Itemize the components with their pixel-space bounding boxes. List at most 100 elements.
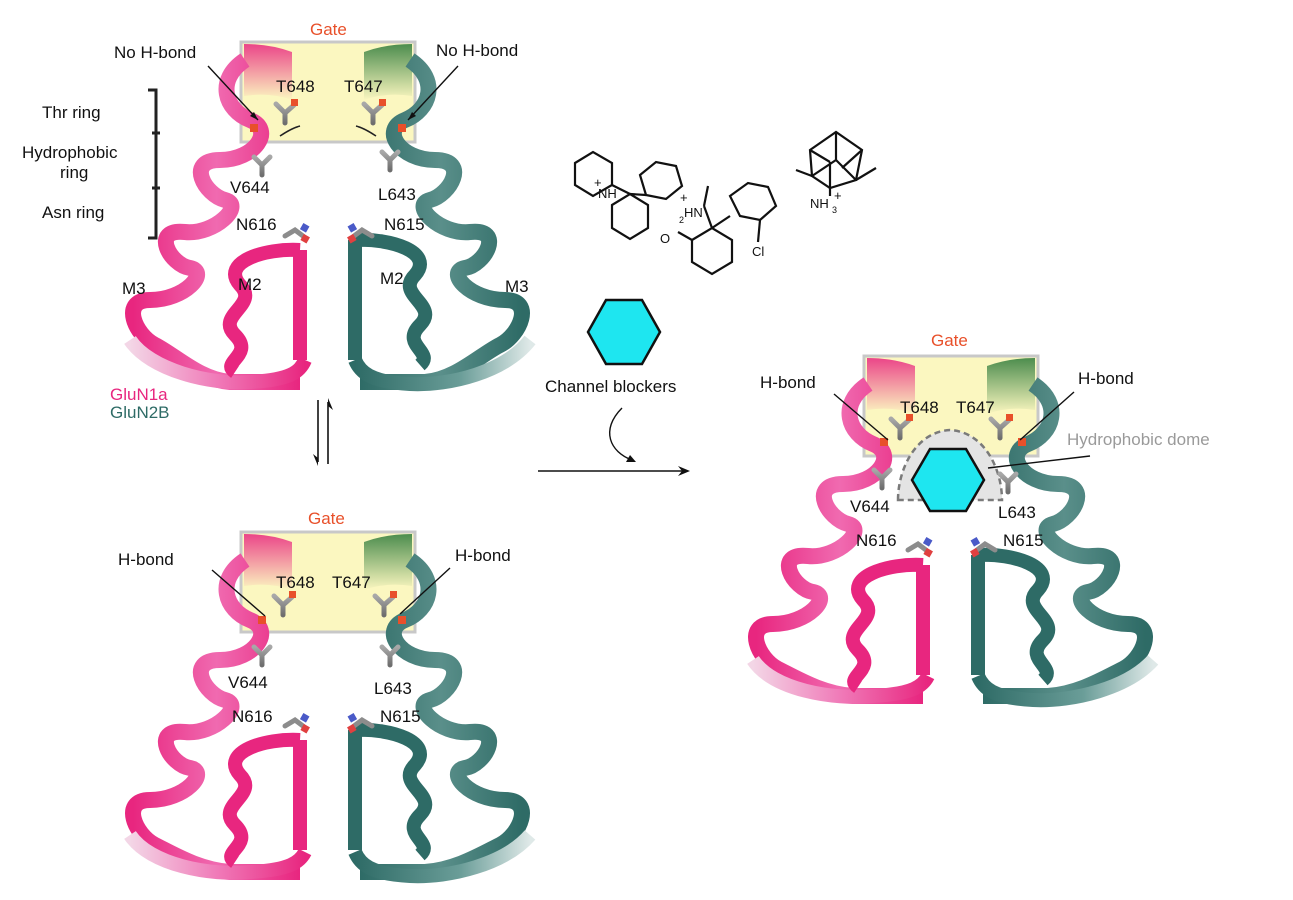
pcp-nh: NH [598,186,617,201]
m2-right-label: M2 [380,269,404,288]
hbond-left-arrow [211,569,266,617]
thr-oh-left [250,124,258,132]
ket-sub: 2 [679,215,684,225]
m3-right-label: M3 [505,277,529,296]
v644-label: V644 [228,673,268,692]
n616-residue [285,223,310,243]
hbond-right-label: H-bond [455,546,511,565]
n616-label: N616 [232,707,273,726]
t647-label: T647 [344,77,383,96]
glun1a-m2-helix [222,732,307,868]
legend-glun2b: GluN2B [110,403,170,422]
glun2b-loop [348,830,536,884]
thr-oh-right [398,124,406,132]
rotation-arrow-left [279,125,301,137]
t647-label: T647 [332,573,371,592]
m2-left-label: M2 [238,275,262,294]
glun2b-loop [348,335,536,392]
l643-residue [382,152,398,170]
glun2b-m3-helix [983,377,1153,704]
n615-label: N615 [384,215,425,234]
mem-plus: + [834,188,842,203]
panel-bottom: Gate T648 T647 V644 L643 N616 N615 H-bon… [118,509,536,884]
hbond-left-arrow [833,393,889,441]
gate-ribbon-green [987,358,1035,414]
hbond-left-label: H-bond [118,550,174,569]
glun2b-m2-helix [348,232,433,371]
no-hbond-left-arrowhead [250,112,258,120]
thr-oh-left [258,616,266,624]
n616-label: N616 [856,531,897,550]
pcp-plus: + [594,175,602,190]
pcp-structure [573,150,684,241]
glun1a-loop [747,655,935,704]
glun2b-m2-helix [971,547,1056,686]
thr-ring-label: Thr ring [42,103,101,122]
hydrophobic-ring-label-2: ring [60,163,88,182]
gate-ribbon-pink [244,44,292,100]
hbond-right-arrow [1019,391,1075,441]
blocker-hexagon [586,298,662,366]
gate-ribbon-green [364,534,412,590]
m3-left-label: M3 [122,279,146,298]
n616-residue [285,713,310,733]
gate-ribbon-pink [867,358,915,414]
memantine-structure [795,130,877,196]
glun1a-m2-helix [845,557,930,693]
no-hbond-left-label: No H-bond [114,43,196,62]
gate-ribbon-pink [244,534,292,590]
ring-bracket [148,88,160,240]
no-hbond-right-arrowhead [408,112,416,120]
glun1a-loop [124,335,312,390]
v644-label: V644 [850,497,890,516]
n615-label: N615 [1003,531,1044,550]
gate-label: Gate [310,20,347,39]
mem-nh: NH [810,196,829,211]
glun1a-m3-helix [125,53,300,390]
no-hbond-right-arrow [407,65,459,121]
blocker-curved-arrow [609,407,633,461]
hydrophobic-ring-label-1: Hydrophobic [22,143,118,162]
ket-hn: HN [684,205,703,220]
t648-label: T648 [900,398,939,417]
channel-blockers: NH + + 2 HN O Cl NH [538,130,877,476]
glun1a-loop [124,830,312,880]
l643-label: L643 [998,503,1036,522]
gate-label: Gate [308,509,345,528]
rotation-arrow-right [355,125,377,137]
hydrophobic-dome-label: Hydrophobic dome [1067,430,1210,449]
v644-residue [254,157,270,175]
t648-label: T648 [276,573,315,592]
hbond-right-label: H-bond [1078,369,1134,388]
thr-oh-right [398,616,406,624]
glun2b-m3-helix [360,553,530,880]
l643-label: L643 [378,185,416,204]
thr-oh-right [1018,438,1026,446]
ket-cl: Cl [752,244,764,259]
t647-label: T647 [956,398,995,417]
gate-ribbon-green [364,44,412,100]
asn-ring-label: Asn ring [42,203,104,222]
hbond-left-label: H-bond [760,373,816,392]
no-hbond-right-label: No H-bond [436,41,518,60]
glun2b-loop [971,655,1159,708]
ket-o: O [660,231,670,246]
t648-label: T648 [276,77,315,96]
panel-top: Gate T648 T647 V644 L643 N616 N615 M3 M2… [22,20,536,422]
n616-residue [908,537,933,557]
hbond-right-arrow [399,567,451,615]
blocker-curved-arrowhead [626,455,636,462]
glun2b-m3-helix [360,53,530,390]
glun1a-m3-helix [748,377,923,704]
n615-label: N615 [380,707,421,726]
mem-sub: 3 [832,205,837,215]
equilibrium-arrows [313,398,333,466]
glun1a-m3-helix [125,553,300,880]
v644-label: V644 [230,178,270,197]
ketamine-structure [677,181,778,276]
reaction-arrowhead [678,466,690,476]
no-hbond-left-arrow [207,65,259,121]
channel-blockers-label: Channel blockers [545,377,676,396]
legend-glun1a: GluN1a [110,385,168,404]
